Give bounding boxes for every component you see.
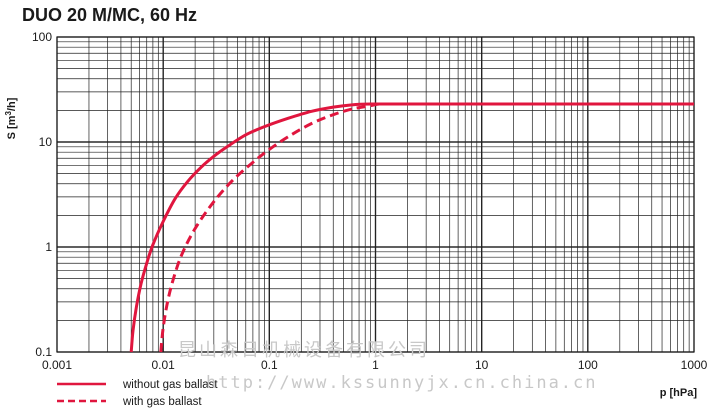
y-tick-label: 100 xyxy=(32,30,52,44)
watermark-url: http://www.kssunnyjx.cn.china.cn xyxy=(206,373,598,393)
y-tick-label: 1 xyxy=(45,240,52,254)
legend: without gas ballast with gas ballast xyxy=(57,379,218,408)
curves xyxy=(129,102,694,353)
series-line-without-gas-ballast xyxy=(129,102,694,353)
plot-frame xyxy=(56,36,695,353)
x-tick-label: 1 xyxy=(372,358,379,372)
x-axis-label: p [hPa] xyxy=(660,387,698,399)
x-tick-label: 0.01 xyxy=(151,358,175,372)
watermark: 昆山森日机械设备有限公司 http://www.kssunnyjx.cn.chi… xyxy=(178,340,598,393)
grid xyxy=(56,36,695,353)
watermark-company: 昆山森日机械设备有限公司 xyxy=(178,340,430,361)
legend-label: without gas ballast xyxy=(122,379,218,391)
y-axis-label: S [m3/h] xyxy=(4,97,18,139)
x-tick-label: 0.1 xyxy=(261,358,278,372)
x-tick-label: 100 xyxy=(578,358,598,372)
legend-label: with gas ballast xyxy=(122,396,202,408)
chart-title: DUO 20 M/MC, 60 Hz xyxy=(22,5,197,25)
series-line-with-gas-ballast xyxy=(159,102,694,353)
y-tick-label: 10 xyxy=(39,135,53,149)
x-tick-label: 1000 xyxy=(681,358,708,372)
x-tick-label: 10 xyxy=(475,358,489,372)
y-tick-label: 0.1 xyxy=(35,345,52,359)
x-tick-label: 0.001 xyxy=(42,358,72,372)
tick-labels: 0.001 0.01 0.1 1 10 100 1000 0.1 1 10 100 xyxy=(32,30,708,372)
